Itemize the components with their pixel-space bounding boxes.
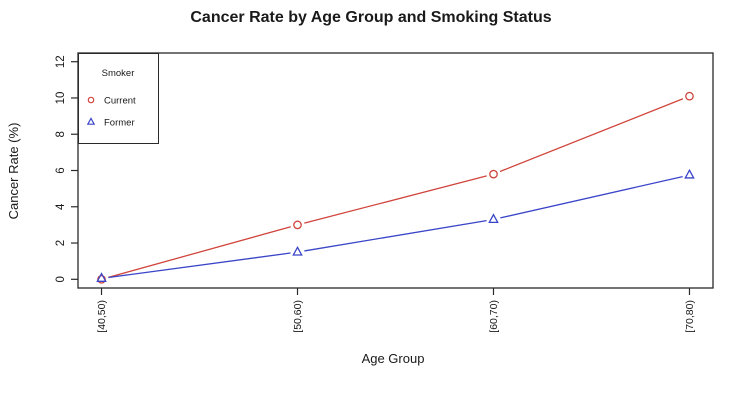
series-segment-former: [304, 219, 487, 252]
data-point-former: [292, 245, 303, 256]
data-point-current: [293, 220, 302, 230]
legend: Smoker Current Former: [78, 53, 159, 144]
plot-layer: 0 2 4 6 8 10 12 [40,50) [50,60) [60,70) [70,80) Smo…: [55, 52, 714, 333]
y-tick-label: 0: [55, 276, 67, 282]
x-axis-label: Age Group: [362, 351, 425, 366]
y-tick-label: 2: [55, 240, 67, 246]
y-tick-label: 8: [55, 131, 67, 137]
series-segment-former: [108, 252, 291, 279]
x-tick-label: [60,70): [488, 300, 500, 333]
series-segment-current: [499, 98, 684, 173]
legend-marker-former: [86, 117, 96, 125]
legend-marker-current: [87, 96, 95, 104]
y-axis-label: Cancer Rate (%): [6, 123, 21, 220]
y-tick-label: 4: [55, 203, 67, 210]
legend-label-current: Current: [104, 96, 136, 107]
legend-title: Smoker: [102, 68, 135, 79]
series-segment-current: [304, 175, 487, 224]
series-segment-former: [500, 175, 683, 219]
legend-label-former: Former: [104, 118, 135, 129]
data-point-former: [96, 272, 107, 282]
data-point-current: [489, 169, 498, 179]
y-tick-label: 12: [55, 55, 67, 68]
data-point-current: [685, 91, 694, 101]
data-point-former: [488, 213, 499, 224]
x-tick-label: [40,50): [96, 300, 108, 333]
y-tick-label: 10: [55, 92, 67, 105]
x-tick-label: [70,80): [684, 300, 696, 333]
y-tick-label: 6: [55, 167, 67, 173]
series-segment-current: [108, 226, 291, 279]
chart-title: Cancer Rate by Age Group and Smoking Sta…: [190, 9, 551, 26]
legend-box: [78, 53, 159, 144]
plot-box: [77, 52, 714, 289]
data-point-former: [684, 168, 695, 179]
x-tick-label: [50,60): [292, 300, 304, 333]
